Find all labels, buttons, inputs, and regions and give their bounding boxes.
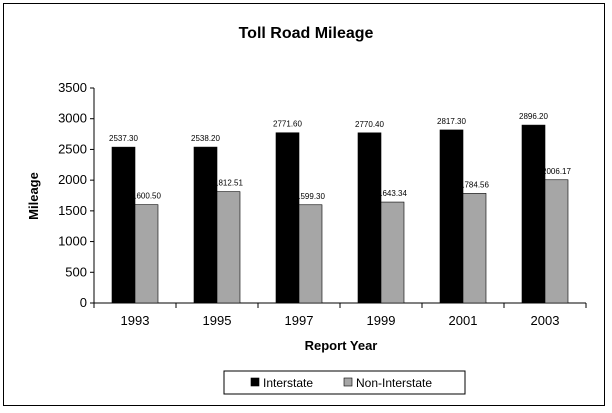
bar-non-interstate-1997 [298, 204, 323, 304]
data-label: 1812.51 [214, 179, 243, 188]
bar-non-interstate-2001 [462, 193, 487, 304]
data-label: 2771.60 [273, 120, 302, 129]
data-label: 2896.20 [519, 112, 548, 121]
y-tick-label: 1000 [58, 234, 87, 249]
bar-interstate-1993 [111, 146, 136, 304]
legend-label: Non-Interstate [356, 376, 432, 390]
bar-interstate-2003 [521, 124, 546, 304]
chart-title: Toll Road Mileage [239, 25, 374, 42]
y-tick-label: 1500 [58, 203, 87, 218]
y-tick-label: 0 [80, 295, 87, 310]
y-tick-label: 3000 [58, 111, 87, 126]
bar-interstate-1999 [357, 132, 382, 304]
bar-non-interstate-2003 [544, 179, 569, 304]
data-label: 1600.50 [132, 192, 161, 201]
data-label: 2537.30 [109, 134, 138, 143]
data-label: 1643.34 [378, 189, 407, 198]
x-tick-label: 2001 [449, 313, 478, 328]
x-tick-label: 1993 [121, 313, 150, 328]
bar-interstate-1997 [275, 132, 300, 304]
y-axis-title: Mileage [26, 172, 41, 220]
legend-swatch [250, 377, 260, 387]
y-tick-label: 500 [65, 264, 87, 279]
x-tick-label: 1997 [285, 313, 314, 328]
data-label: 2538.20 [191, 134, 220, 143]
y-tick-label: 2000 [58, 172, 87, 187]
data-label: 1599.30 [296, 192, 325, 201]
x-tick-label: 1995 [203, 313, 232, 328]
x-tick-label: 2003 [531, 313, 560, 328]
data-label: 2006.17 [542, 167, 571, 176]
bar-interstate-2001 [439, 129, 464, 304]
legend-label: Interstate [263, 376, 313, 390]
plot-area: 0 500 1000 1500 2000 2500 3000 3500 2537.30 1600.… [58, 80, 587, 328]
bar-interstate-1995 [193, 146, 218, 304]
bar-non-interstate-1993 [134, 204, 159, 304]
legend: Interstate Non-Interstate [223, 370, 466, 395]
x-tick-label: 1999 [367, 313, 396, 328]
legend-swatch [343, 377, 353, 387]
data-label: 2817.30 [437, 117, 466, 126]
y-tick-label: 3500 [58, 80, 87, 95]
data-label: 2770.40 [355, 120, 384, 129]
y-tick-label: 2500 [58, 141, 87, 156]
bar-non-interstate-1995 [216, 191, 241, 304]
x-axis-title: Report Year [305, 338, 378, 353]
data-label: 1784.56 [460, 180, 489, 189]
bar-non-interstate-1999 [380, 201, 405, 304]
